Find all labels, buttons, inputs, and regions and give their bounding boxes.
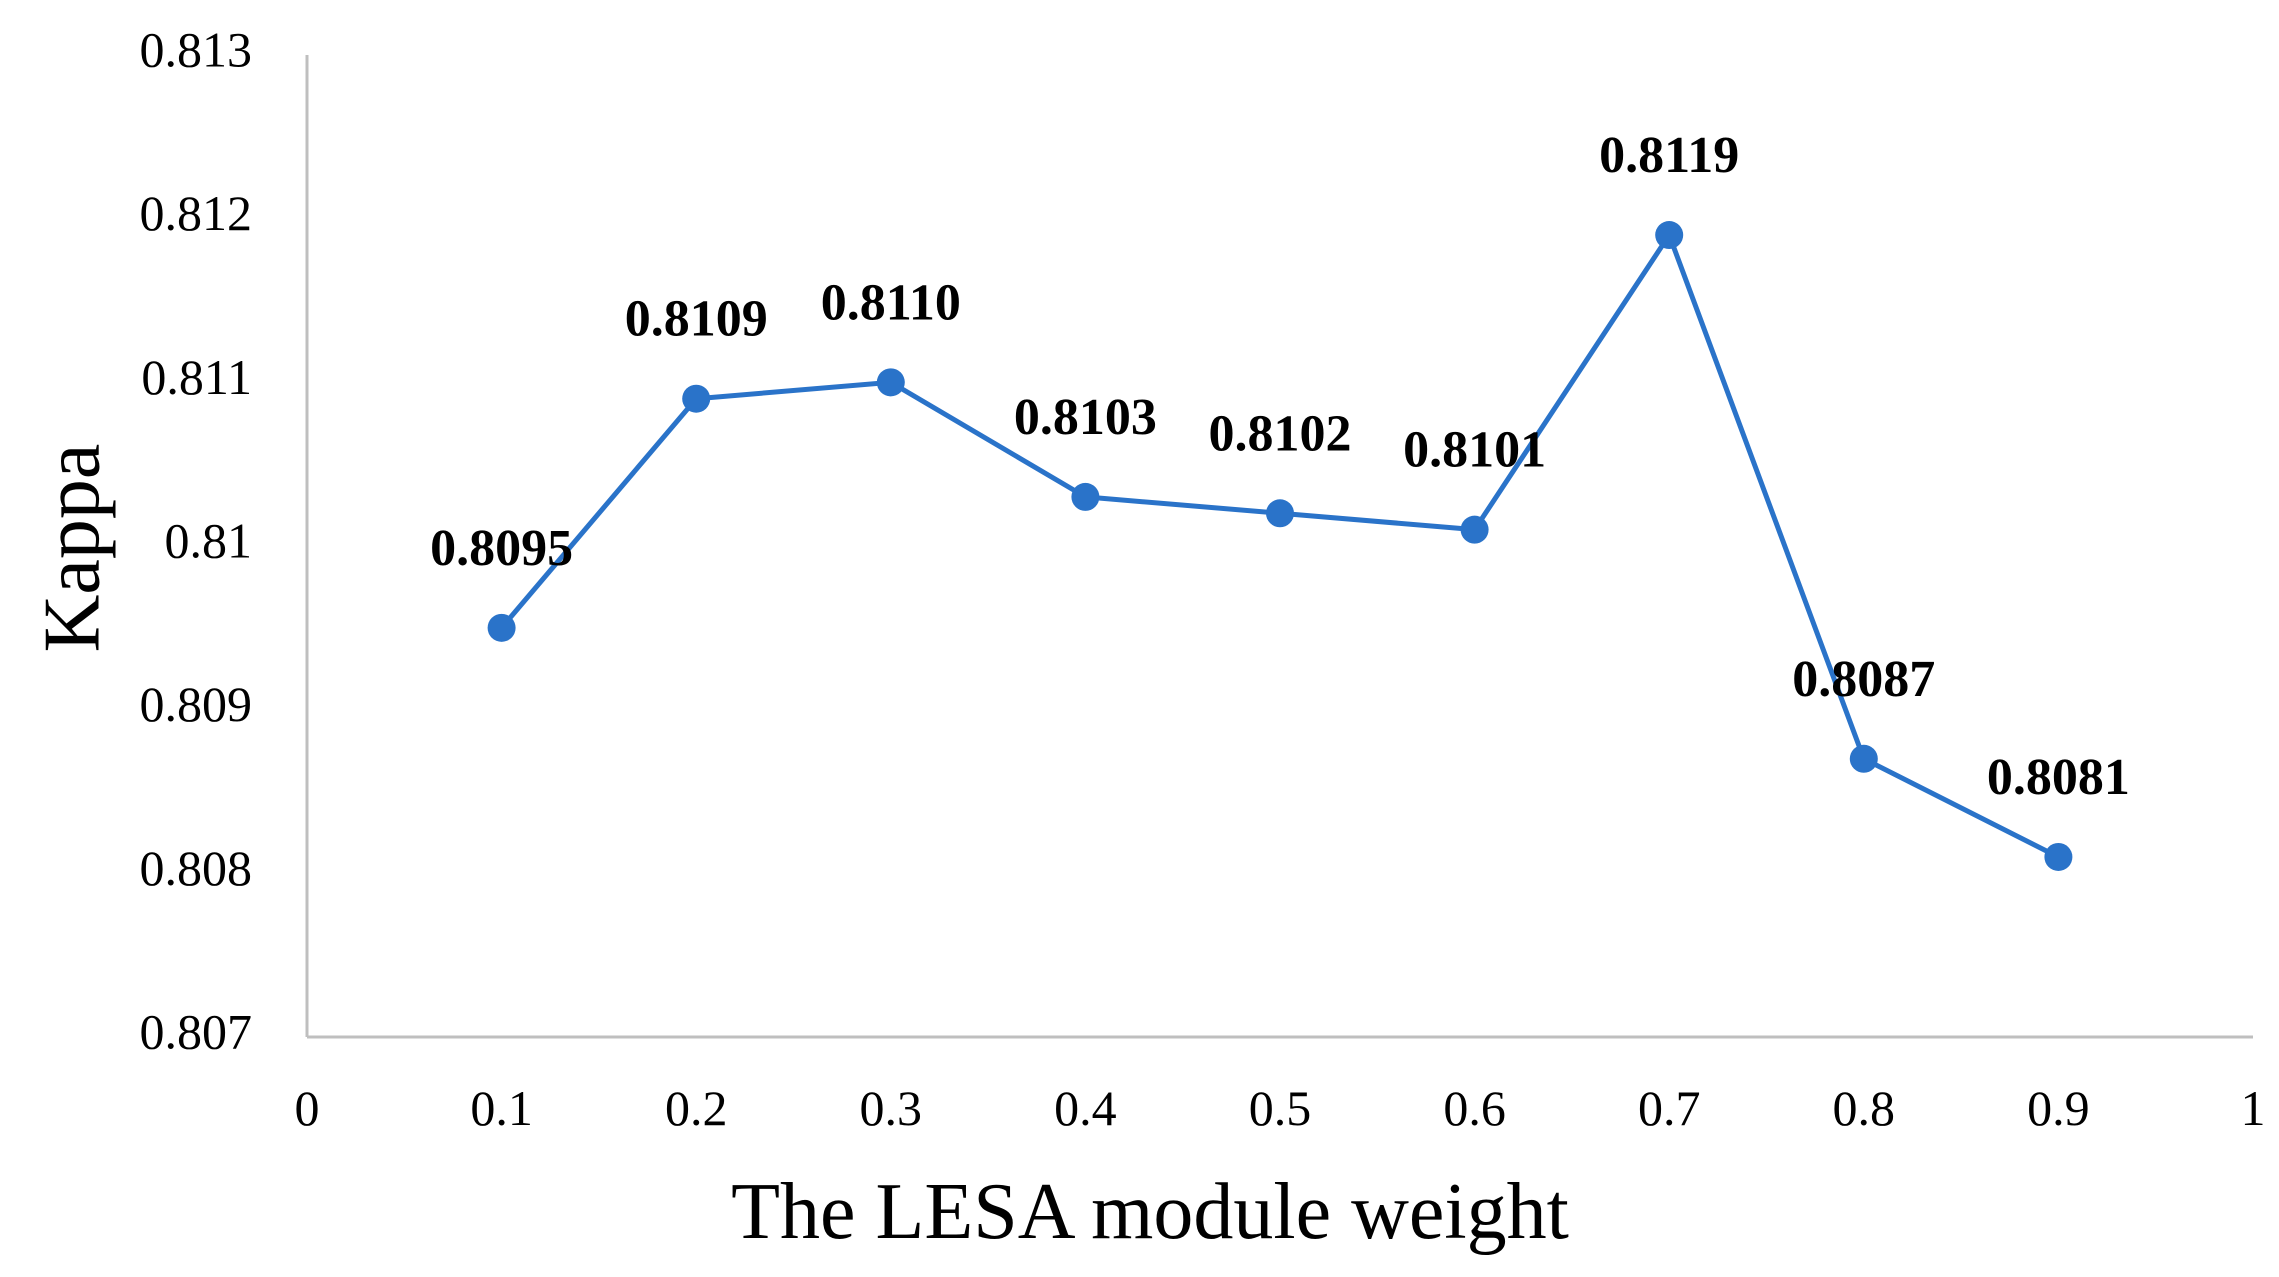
data-label: 0.8102 — [1209, 405, 1352, 462]
y-tick-label: 0.809 — [140, 676, 253, 732]
data-label: 0.8119 — [1599, 127, 1739, 184]
x-tick-label: 0.7 — [1638, 1080, 1701, 1136]
y-tick-label: 0.811 — [141, 349, 252, 405]
x-tick-label: 0 — [295, 1080, 320, 1136]
data-label: 0.8095 — [430, 520, 573, 577]
data-point — [1460, 515, 1489, 544]
x-tick-label: 0.5 — [1249, 1080, 1312, 1136]
data-point — [1071, 482, 1100, 511]
data-point — [1266, 499, 1294, 528]
data-point — [2044, 842, 2073, 871]
data-point — [682, 384, 711, 413]
data-point — [1849, 744, 1878, 773]
data-points — [487, 221, 2073, 871]
data-labels: 0.8095 0.8109 0.8110 0.8103 0.8102 0.8101 0.81… — [430, 127, 2130, 806]
data-label: 0.8109 — [625, 291, 768, 348]
data-label: 0.8101 — [1403, 422, 1546, 479]
x-tick-label: 0.3 — [860, 1080, 923, 1136]
y-tick-label: 0.813 — [140, 21, 253, 77]
x-tick-label: 0.2 — [665, 1080, 728, 1136]
x-tick-label: 0.1 — [470, 1080, 533, 1136]
data-label: 0.8081 — [1987, 749, 2130, 806]
data-label: 0.8087 — [1792, 651, 1935, 708]
y-tick-labels: 0.807 0.808 0.809 0.81 0.811 0.812 0.813 — [140, 21, 253, 1059]
data-point — [487, 613, 516, 642]
data-label: 0.8110 — [821, 274, 961, 331]
y-axis-title: Kappa — [28, 444, 116, 653]
x-tick-label: 0.9 — [2027, 1080, 2090, 1136]
data-point — [876, 368, 905, 397]
axes — [305, 55, 2253, 1039]
x-tick-label: 0.4 — [1054, 1080, 1117, 1136]
y-tick-label: 0.808 — [140, 840, 253, 896]
x-tick-label: 0.8 — [1833, 1080, 1896, 1136]
data-point — [1655, 221, 1684, 250]
y-tick-label: 0.812 — [140, 185, 253, 241]
x-tick-labels: 0 0.1 0.2 0.3 0.4 0.5 0.6 0.7 0.8 0.9 1 — [295, 1080, 2266, 1136]
x-tick-label: 0.6 — [1443, 1080, 1506, 1136]
y-tick-label: 0.807 — [140, 1003, 253, 1059]
y-tick-label: 0.81 — [165, 512, 253, 568]
data-label: 0.8103 — [1014, 389, 1157, 446]
x-tick-label: 1 — [2241, 1080, 2266, 1136]
x-axis-title: The LESA module weight — [731, 1168, 1569, 1256]
